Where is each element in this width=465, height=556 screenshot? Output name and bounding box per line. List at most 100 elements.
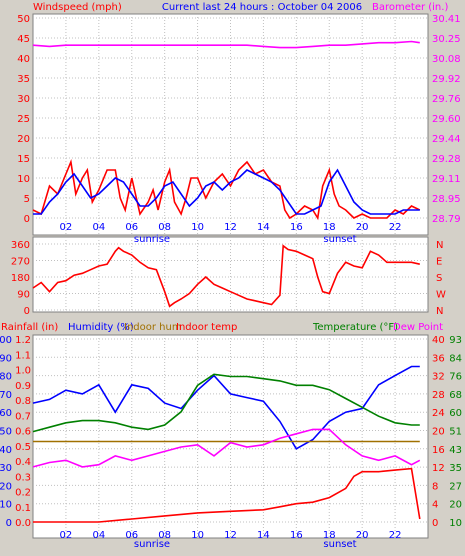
wind-y-tick: 35	[17, 74, 30, 85]
baro-y-tick: 29.76	[432, 94, 461, 105]
baro-y-tick: 29.44	[432, 134, 461, 145]
temp-b-y-tick: 0	[432, 518, 438, 529]
x-tick-label: 06	[125, 222, 138, 233]
wind-y-tick: 30	[17, 94, 30, 105]
barometer-series	[32, 40, 420, 49]
dir-y-tick: 0	[24, 306, 30, 317]
dir-compass-tick: S	[436, 273, 442, 284]
temp-y-tick: 93	[449, 335, 462, 346]
x-tick-label: 10	[191, 222, 204, 233]
rain-y-tick: 0.7	[15, 411, 31, 422]
tick-labels: 0202040406060808101012121414161618182020…	[0, 14, 462, 541]
temp-b-y-tick: 20	[432, 427, 445, 438]
humidity-y-tick: 80	[0, 372, 12, 383]
wind-y-tick: 25	[17, 114, 30, 125]
dir-y-tick: 360	[11, 240, 30, 251]
humidity-y-tick: 60	[0, 408, 12, 419]
rain-y-tick: 1.1	[15, 350, 31, 361]
rain-y-tick: 0.1	[15, 503, 31, 514]
rain-y-tick: 0.0	[15, 518, 31, 529]
x-tick-label: 12	[224, 222, 237, 233]
dir-compass-tick: W	[436, 290, 446, 301]
temp-y-tick: 51	[449, 427, 462, 438]
baro-y-tick: 29.28	[432, 154, 461, 165]
wind-y-tick: 40	[17, 54, 30, 65]
temp-y-tick: 10	[449, 518, 462, 529]
indoor-temp-label: Indoor temp	[176, 322, 237, 333]
wind-y-tick: 5	[24, 194, 30, 205]
temp-b-y-tick: 24	[432, 408, 445, 419]
x-tick-label: 04	[92, 530, 105, 541]
sunrise-label-bottom: sunrise	[134, 539, 170, 550]
temp-y-tick: 76	[449, 372, 462, 383]
dir-y-tick: 270	[11, 257, 30, 268]
temp-y-tick: 43	[449, 445, 462, 456]
sunset-label-bottom: sunset	[323, 539, 356, 550]
temperature-series	[32, 373, 420, 433]
x-tick-label: 14	[257, 530, 270, 541]
humidity-series	[32, 365, 420, 450]
temp-b-y-tick: 40	[432, 335, 445, 346]
wind-y-tick: 20	[17, 134, 30, 145]
baro-y-tick: 29.11	[432, 174, 461, 185]
dir-compass-tick: E	[436, 257, 442, 268]
humidity-y-tick: 100	[0, 335, 12, 346]
x-tick-label: 08	[158, 222, 171, 233]
humidity-label: Humidity (%)	[68, 322, 134, 333]
rainfall-label: Rainfall (in)	[1, 322, 58, 333]
humidity-y-tick: 50	[0, 427, 12, 438]
x-tick-label: 22	[389, 530, 402, 541]
humidity-y-tick: 20	[0, 481, 12, 492]
wind-y-tick: 50	[17, 14, 30, 25]
rainfall-series	[33, 467, 421, 523]
x-tick-label: 20	[356, 530, 369, 541]
temp-b-y-tick: 8	[432, 481, 438, 492]
temp-b-y-tick: 32	[432, 372, 445, 383]
sunset-label-top: sunset	[323, 234, 356, 245]
x-tick-label: 12	[224, 530, 237, 541]
wind-y-tick: 0	[24, 214, 30, 225]
temp-y-tick: 20	[449, 500, 462, 511]
rain-y-tick: 1.0	[15, 366, 31, 377]
x-tick-label: 20	[356, 222, 369, 233]
humidity-y-tick: 90	[0, 353, 12, 364]
x-tick-label: 16	[290, 222, 303, 233]
temp-b-y-tick: 12	[432, 463, 445, 474]
baro-y-tick: 28.95	[432, 194, 461, 205]
temperature-label: Temperature (°F)	[312, 322, 398, 333]
baro-y-tick: 30.41	[432, 14, 461, 25]
direction-series	[32, 244, 420, 308]
indoor-hum-label: Indoor hum	[124, 322, 182, 333]
rain-y-tick: 0.6	[15, 427, 31, 438]
rain-y-tick: 0.4	[15, 457, 31, 468]
baro-y-tick: 29.92	[432, 74, 461, 85]
baro-y-tick: 29.60	[432, 114, 461, 125]
wind-y-tick: 15	[17, 154, 30, 165]
rain-y-tick: 1.2	[15, 335, 31, 346]
temp-y-tick: 60	[449, 408, 462, 419]
dir-compass-tick: N	[436, 306, 443, 317]
x-tick-label: 14	[257, 222, 270, 233]
wind-avg-series	[33, 168, 420, 215]
x-tick-label: 22	[389, 222, 402, 233]
x-tick-label: 18	[323, 530, 336, 541]
chart-title: Current last 24 hours : October 04 2006	[162, 2, 362, 13]
temp-b-y-tick: 16	[432, 445, 445, 456]
barometer-title: Barometer (in.)	[372, 2, 448, 13]
humidity-y-tick: 40	[0, 445, 12, 456]
x-tick-label: 08	[158, 530, 171, 541]
dewpoint-series	[32, 428, 421, 468]
windspeed-title: Windspeed (mph)	[33, 2, 122, 13]
dewpoint-label: Dew Point	[393, 322, 443, 333]
humidity-y-tick: 30	[0, 463, 12, 474]
x-tick-label: 18	[323, 222, 336, 233]
wind-y-tick: 45	[17, 34, 30, 45]
x-tick-label: 10	[191, 530, 204, 541]
x-tick-label: 02	[60, 530, 73, 541]
humidity-y-tick: 0	[6, 518, 12, 529]
dir-compass-tick: N	[436, 240, 443, 251]
sunrise-label-top: sunrise	[134, 234, 170, 245]
rain-y-tick: 0.3	[15, 472, 31, 483]
rain-y-tick: 0.5	[15, 442, 31, 453]
temp-y-tick: 84	[449, 353, 462, 364]
